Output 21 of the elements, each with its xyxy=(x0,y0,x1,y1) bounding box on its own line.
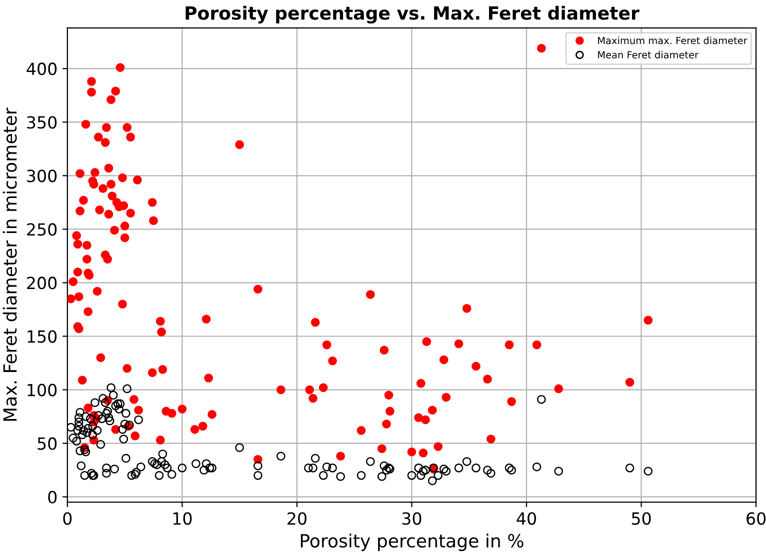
y-tick-label: 250 xyxy=(27,223,57,236)
x-tick-label: 0 xyxy=(63,512,72,525)
x-tick-label: 40 xyxy=(516,512,536,525)
legend-label: Maximum max. Feret diameter xyxy=(598,36,748,44)
y-tick-label: 300 xyxy=(27,170,57,182)
y-tick-label: 200 xyxy=(27,276,57,290)
y-tick-label: 150 xyxy=(28,330,57,343)
legend-label: Mean Feret diameter xyxy=(598,50,699,58)
x-tick-label: 10 xyxy=(173,512,192,525)
y-tick-label: 50 xyxy=(38,437,57,450)
y-axis-title: Max. Feret diameter in micrometer xyxy=(2,108,17,421)
y-tick-label: 0 xyxy=(48,490,57,504)
y-tick-label: 350 xyxy=(27,116,57,129)
x-tick-label: 60 xyxy=(746,512,766,525)
y-tick-label: 100 xyxy=(28,384,57,396)
x-tick-label: 50 xyxy=(632,512,651,525)
x-axis-title: Porosity percentage in % xyxy=(300,534,524,552)
chart-title: Porosity percentage vs. Max. Feret diameter xyxy=(186,6,640,24)
x-tick-label: 20 xyxy=(288,512,306,525)
x-tick-label: 30 xyxy=(402,512,422,525)
y-tick-label: 400 xyxy=(26,62,57,76)
